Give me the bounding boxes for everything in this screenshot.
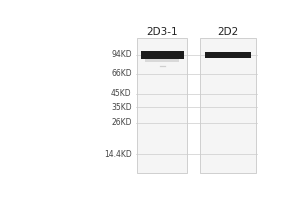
Text: 2D3-1: 2D3-1: [147, 27, 178, 37]
Text: 66KD: 66KD: [111, 69, 132, 78]
Text: 35KD: 35KD: [111, 103, 132, 112]
Bar: [146, 59, 179, 62]
Text: 14.4KD: 14.4KD: [104, 150, 132, 159]
Text: 26KD: 26KD: [111, 118, 132, 127]
Bar: [205, 52, 251, 58]
Text: 45KD: 45KD: [111, 89, 132, 98]
Text: 94KD: 94KD: [111, 50, 132, 59]
Bar: [141, 51, 184, 59]
Text: 2D2: 2D2: [218, 27, 239, 37]
